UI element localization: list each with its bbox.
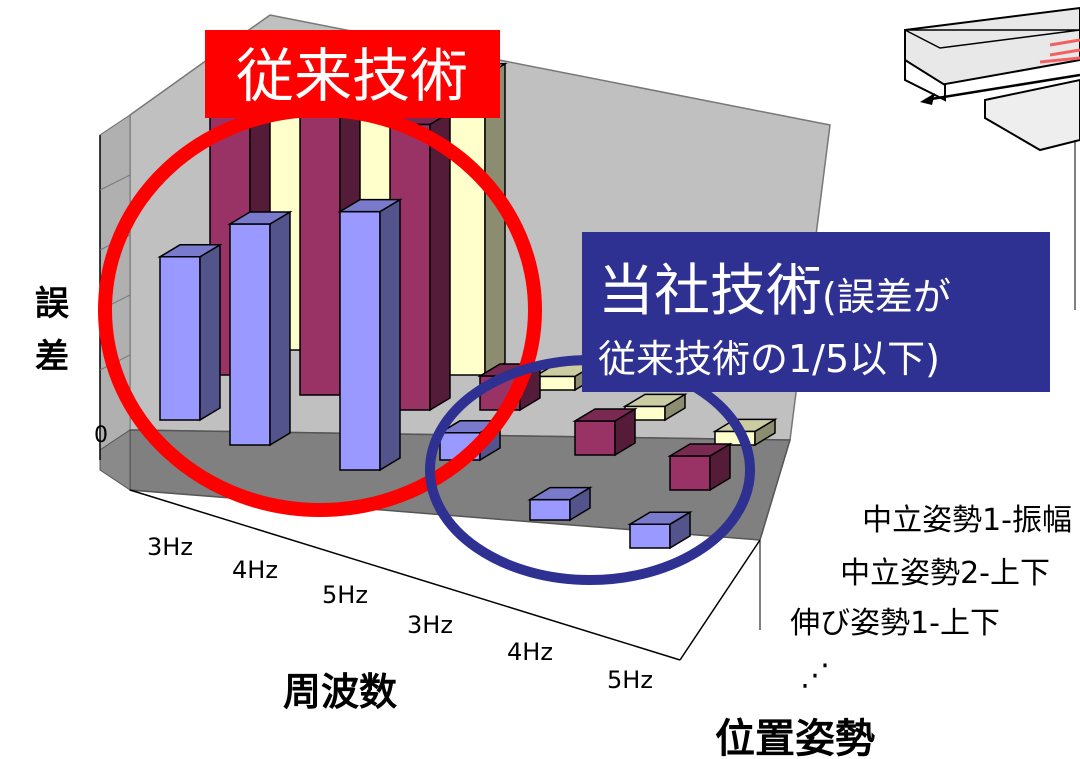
x-tick-label: 3Hz [147, 533, 193, 561]
bar [627, 510, 693, 550]
x-axis-label: 周波数 [283, 670, 397, 714]
ours-label-line2: 従来技術の1/5以下) [598, 337, 940, 381]
conventional-label: 従来技術 [236, 42, 468, 110]
bar-front [529, 498, 571, 521]
bar [527, 486, 593, 522]
bar-front [444, 75, 486, 376]
y-axis-label-char-1: 誤 [35, 284, 69, 324]
x-tick-label: 4Hz [232, 556, 278, 584]
bar-front [629, 523, 671, 549]
x-tick-label: 5Hz [322, 581, 368, 609]
ours-label-line1: 当社技術(誤差が [598, 259, 951, 324]
bar-top [337, 198, 403, 213]
bar-top [157, 244, 223, 258]
bar-front [534, 375, 576, 391]
bar-front [229, 223, 271, 446]
bar-top [667, 443, 733, 457]
bar [157, 243, 223, 422]
bar [227, 210, 293, 447]
series-axis-label: 中立姿勢2-上下 [840, 556, 1050, 591]
bar-side [199, 243, 221, 422]
x-tick-label: 4Hz [507, 638, 553, 666]
conventional-label-box [205, 30, 500, 118]
bar-side [379, 198, 401, 472]
bar [572, 407, 638, 457]
depth-axis-label: 位置姿勢 [715, 716, 875, 759]
bar-top [622, 393, 688, 408]
bar-top [572, 408, 638, 422]
bar-front [299, 101, 341, 396]
ours-label-paren: (誤差が [822, 275, 951, 319]
apparatus-illustration [904, 6, 1080, 310]
series-axis-ellipsis: ⋰ [800, 658, 830, 693]
bar-front [669, 455, 711, 491]
bar-top [227, 211, 293, 225]
bar-side [269, 210, 291, 447]
series-axis-label: 伸び姿勢1-上下 [790, 606, 1000, 641]
series-axis-label: 中立姿勢1-振幅 [862, 503, 1072, 538]
bar-top [527, 486, 593, 501]
x-tick-label: 5Hz [607, 666, 653, 694]
bar-front [159, 256, 201, 421]
bar [337, 198, 403, 472]
ours-label-main: 当社技術 [598, 259, 822, 324]
y-tick-label: 0 [94, 423, 108, 448]
ours-label-box [582, 232, 1050, 392]
y-axis-label-char-2: 差 [35, 337, 69, 377]
bar [667, 442, 733, 492]
bar-top [627, 511, 693, 525]
bar-front [339, 210, 381, 471]
bar-front [574, 420, 616, 456]
bars-layer [157, 62, 778, 550]
x-tick-label: 3Hz [407, 611, 453, 639]
